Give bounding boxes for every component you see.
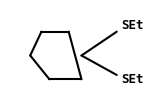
Text: SEt: SEt <box>122 73 144 86</box>
Text: SEt: SEt <box>122 19 144 32</box>
